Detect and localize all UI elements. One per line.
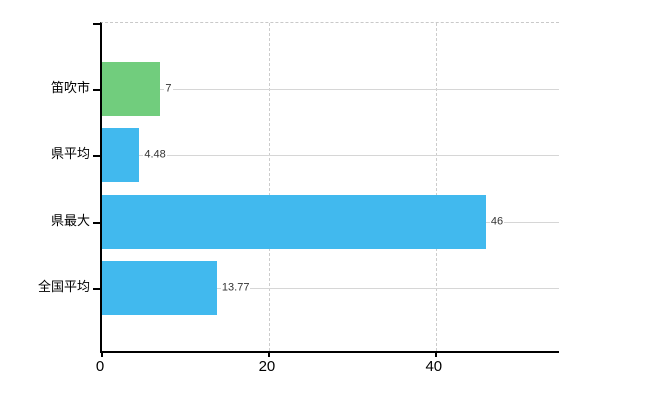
x-axis-tick xyxy=(267,351,270,357)
x-axis-tick-label: 40 xyxy=(425,358,443,375)
bar-value-label: 46 xyxy=(489,215,505,229)
category-label-県最大: 県最大 xyxy=(50,212,90,228)
horizontal-gridline xyxy=(102,155,559,157)
vertical-gridline xyxy=(268,23,270,351)
y-axis-tick xyxy=(93,155,100,158)
x-axis-tick xyxy=(101,351,103,357)
y-axis-tick xyxy=(93,89,100,92)
plot-area: 7 4.48 46 13.77 xyxy=(93,22,559,357)
x-axis-tick-label: 20 xyxy=(258,358,276,375)
bar-県平均 xyxy=(102,128,140,183)
y-axis-tick xyxy=(93,23,100,25)
bar-県最大 xyxy=(102,194,486,249)
horizontal-gridline xyxy=(102,287,559,289)
x-axis-tick-label: 0 xyxy=(95,358,105,375)
bar-笛吹市 xyxy=(102,62,161,117)
category-label-笛吹市: 笛吹市 xyxy=(50,80,90,96)
x-axis-tick xyxy=(434,351,437,357)
bar-value-label: 13.77 xyxy=(220,281,251,295)
horizontal-gridline xyxy=(102,89,559,91)
bar-全国平均 xyxy=(102,260,217,315)
y-axis-tick xyxy=(93,221,100,224)
vertical-gridline xyxy=(435,23,437,351)
bar-value-label: 4.48 xyxy=(143,148,167,162)
category-label-全国平均: 全国平均 xyxy=(37,279,90,294)
category-label-県平均: 県平均 xyxy=(50,146,90,162)
y-axis-tick xyxy=(93,287,100,290)
bar-value-label: 7 xyxy=(164,82,173,96)
